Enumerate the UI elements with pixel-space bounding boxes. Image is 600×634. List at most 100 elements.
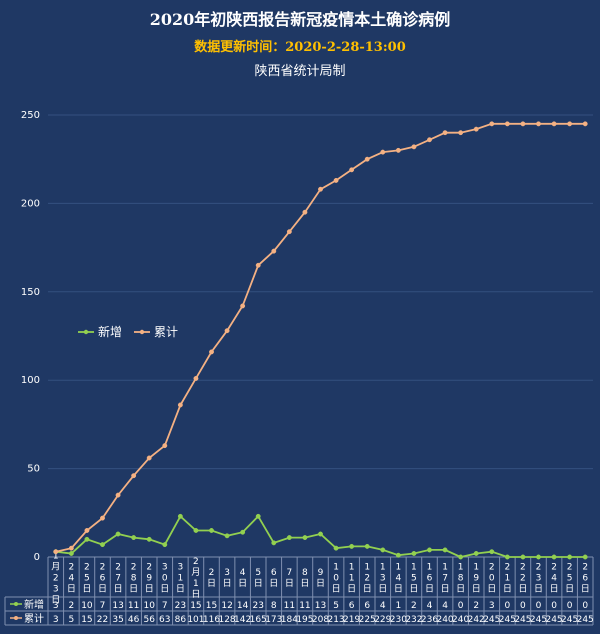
data-point-cumulative	[131, 473, 137, 479]
data-point-cumulative	[177, 402, 183, 408]
table-cell-cumulative: 63	[159, 615, 170, 625]
table-cell-new: 4	[427, 601, 433, 611]
table-cell-new: 3	[53, 601, 59, 611]
table-cell-cumulative: 245	[561, 615, 578, 625]
table-cell-cumulative: 213	[327, 615, 344, 625]
data-point-cumulative	[520, 121, 526, 127]
data-point-cumulative	[193, 375, 199, 381]
y-tick-label: 200	[21, 198, 40, 209]
data-point-cumulative	[567, 121, 573, 127]
table-cell-new: 8	[271, 601, 277, 611]
table-cell-cumulative: 229	[374, 615, 391, 625]
data-point-cumulative	[582, 121, 588, 127]
data-point-new	[177, 513, 183, 519]
data-point-new	[567, 554, 573, 560]
table-cell-cumulative: 195	[296, 615, 313, 625]
table-cell-cumulative: 128	[218, 615, 235, 625]
table-cell-cumulative: 3	[53, 615, 59, 625]
table-cell-new: 0	[504, 601, 510, 611]
data-point-new	[68, 551, 74, 556]
table-row-header-new: 新增	[24, 598, 44, 611]
table-cell-cumulative: 245	[577, 615, 594, 625]
data-point-cumulative	[286, 229, 292, 235]
data-point-new	[349, 543, 355, 549]
data-point-new	[286, 535, 292, 541]
data-point-new	[84, 536, 90, 542]
table-cell-new: 15	[206, 601, 217, 611]
data-point-new	[458, 554, 464, 560]
data-point-new	[395, 552, 401, 558]
data-point-cumulative	[380, 149, 386, 155]
table-cell-new: 0	[567, 601, 573, 611]
data-point-cumulative	[146, 455, 152, 461]
data-point-cumulative	[551, 121, 557, 127]
data-point-cumulative	[53, 549, 59, 555]
data-point-new	[442, 547, 448, 553]
table-cell-new: 0	[582, 601, 588, 611]
data-point-new	[582, 554, 588, 560]
table-cell-cumulative: 116	[203, 615, 220, 625]
table-cell-cumulative: 245	[530, 615, 547, 625]
table-cell-cumulative: 101	[187, 615, 204, 625]
data-point-cumulative	[115, 492, 121, 498]
table-cell-cumulative: 240	[452, 615, 469, 625]
table-cell-cumulative: 245	[514, 615, 531, 625]
data-point-cumulative	[458, 130, 464, 136]
data-point-cumulative	[240, 303, 246, 309]
table-cell-new: 0	[551, 601, 557, 611]
data-point-new	[255, 513, 261, 519]
table-cell-cumulative: 236	[421, 615, 438, 625]
legend-cumulative-label: 累计	[154, 325, 178, 339]
table-cell-new: 14	[237, 601, 249, 611]
table-cell-cumulative: 22	[97, 615, 108, 625]
data-point-cumulative	[395, 147, 401, 153]
table-cell-new: 23	[175, 601, 186, 611]
data-point-cumulative	[442, 130, 448, 136]
data-point-new	[271, 540, 277, 546]
table-cell-cumulative: 225	[359, 615, 376, 625]
table-cell-cumulative: 208	[312, 615, 329, 625]
table-cell-cumulative: 242	[468, 615, 485, 625]
y-tick-label: 250	[21, 110, 40, 121]
y-tick-label: 100	[21, 375, 40, 386]
data-point-new	[411, 551, 417, 556]
table-cell-new: 7	[100, 601, 106, 611]
data-point-cumulative	[84, 528, 90, 533]
data-point-new	[489, 549, 495, 555]
data-point-new	[224, 533, 230, 539]
table-cell-new: 11	[128, 601, 139, 611]
data-point-new	[162, 542, 168, 548]
data-point-cumulative	[162, 443, 168, 449]
table-cell-new: 2	[68, 601, 74, 611]
legend-new-marker	[83, 329, 89, 335]
table-cell-new: 10	[81, 601, 93, 611]
table-cell-new: 1	[395, 601, 401, 611]
table-cell-cumulative: 245	[483, 615, 500, 625]
y-tick-label: 150	[21, 287, 40, 298]
source-label: 陕西省统计局制	[254, 64, 346, 79]
table-cell-new: 23	[252, 601, 263, 611]
data-point-new	[318, 531, 323, 537]
data-point-new	[520, 554, 526, 560]
data-point-cumulative	[271, 248, 277, 254]
